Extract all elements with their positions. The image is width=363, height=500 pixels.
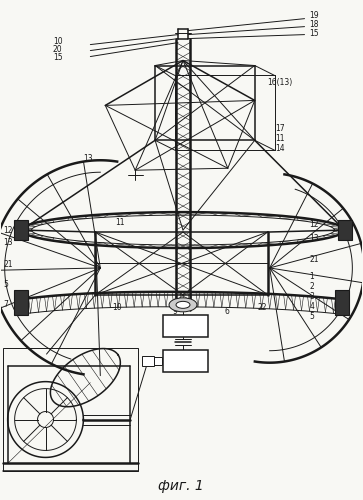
Text: 17: 17	[276, 124, 285, 133]
Text: 13: 13	[83, 154, 92, 163]
Text: фиг. 1: фиг. 1	[158, 480, 204, 494]
Text: 13: 13	[310, 234, 319, 242]
Bar	[154, 356, 162, 364]
Text: 5: 5	[4, 280, 9, 289]
Bar	[163, 350, 208, 372]
Bar	[3, 348, 138, 472]
Text: 10: 10	[112, 304, 122, 312]
Text: 10: 10	[53, 37, 62, 46]
Text: 21: 21	[4, 260, 13, 270]
Bar	[338, 220, 352, 240]
Text: 20: 20	[53, 45, 62, 54]
Text: 13: 13	[4, 238, 13, 246]
Bar	[14, 290, 28, 315]
Text: 6: 6	[225, 308, 230, 316]
Text: 12: 12	[4, 226, 13, 234]
Text: 8: 8	[200, 357, 205, 366]
Text: 15: 15	[53, 53, 62, 62]
Text: 1: 1	[310, 272, 314, 281]
Text: 22: 22	[258, 304, 267, 312]
Text: 21: 21	[310, 256, 319, 264]
Ellipse shape	[176, 302, 190, 308]
Text: 16(13): 16(13)	[268, 78, 293, 87]
Ellipse shape	[169, 298, 197, 312]
Bar	[163, 315, 208, 337]
Text: 11: 11	[276, 134, 285, 143]
Text: 2: 2	[310, 282, 314, 292]
Text: 5: 5	[310, 312, 314, 322]
Text: 15: 15	[310, 29, 319, 38]
Text: 4: 4	[310, 302, 314, 312]
Text: 9: 9	[172, 308, 177, 316]
Text: 3: 3	[310, 292, 314, 302]
Bar	[14, 220, 28, 240]
Bar	[142, 356, 154, 366]
Text: 14: 14	[276, 144, 285, 153]
Text: 12: 12	[310, 220, 319, 228]
Text: 19: 19	[310, 11, 319, 20]
Bar	[335, 290, 349, 315]
Text: 7: 7	[4, 300, 9, 310]
Text: 18: 18	[310, 20, 319, 29]
Text: 11: 11	[115, 218, 125, 226]
